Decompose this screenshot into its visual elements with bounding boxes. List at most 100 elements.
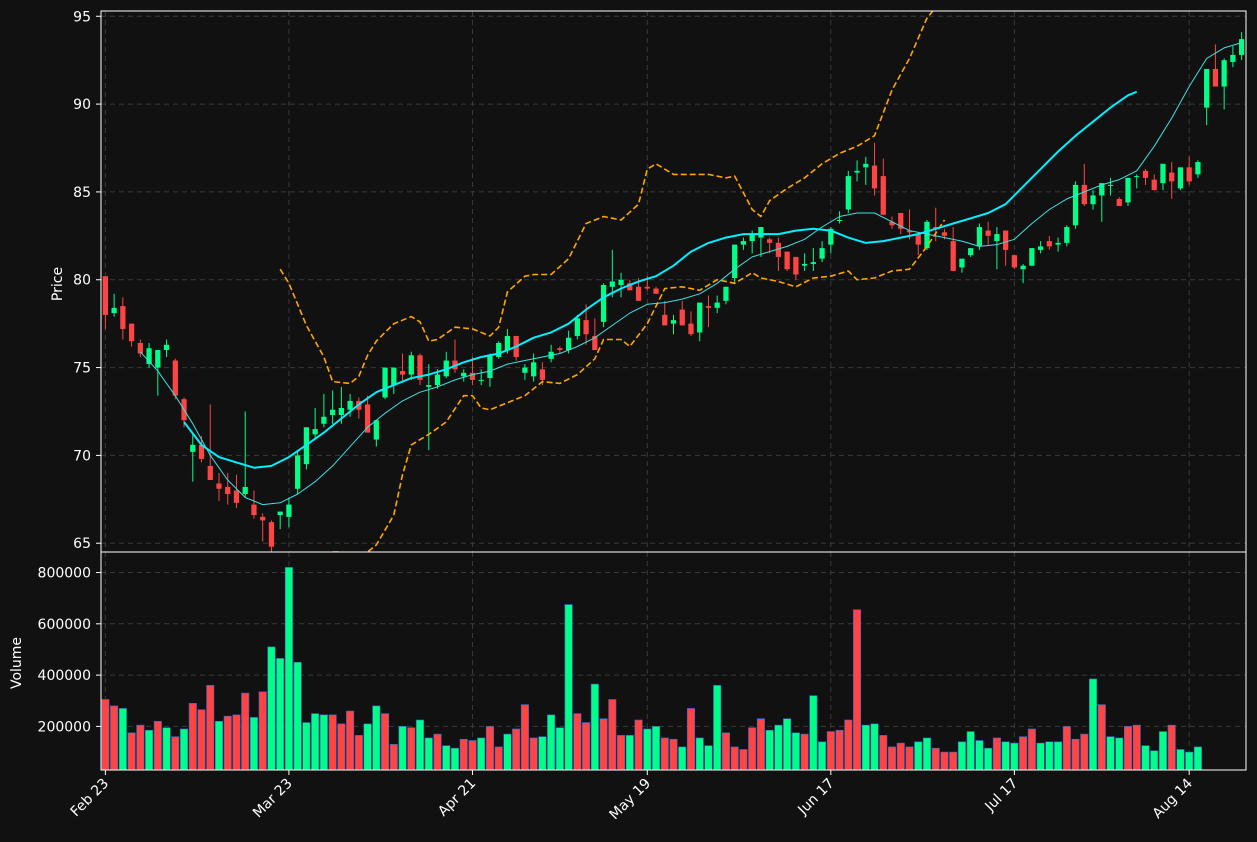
- volume-bar: [1097, 704, 1106, 771]
- candle-body: [330, 409, 336, 415]
- volume-bar: [992, 737, 1001, 771]
- candle-body: [531, 362, 537, 377]
- volume-bar: [678, 746, 687, 771]
- volume-bar: [984, 747, 993, 771]
- candle-body: [618, 279, 624, 286]
- volume-bar: [372, 705, 381, 771]
- volume-bar: [844, 719, 853, 771]
- volume-bar: [494, 746, 503, 771]
- candle-body: [1142, 170, 1149, 178]
- candle-body: [968, 248, 974, 256]
- candle-body: [434, 374, 441, 386]
- candle-body: [163, 344, 170, 351]
- candle-body: [609, 281, 615, 287]
- volume-bar: [887, 746, 897, 771]
- volume-bar: [153, 720, 162, 771]
- candle-body: [1011, 255, 1017, 268]
- volume-bar: [686, 708, 695, 771]
- candle-body: [338, 407, 344, 415]
- volume-bar: [1167, 724, 1176, 771]
- volume-bar: [800, 733, 809, 771]
- candle-body: [565, 337, 572, 351]
- volume-bar: [276, 658, 285, 771]
- volume-bar: [582, 722, 591, 771]
- candle-body: [1212, 68, 1219, 87]
- price-plot-area: [102, 11, 1245, 552]
- volume-bar: [1193, 746, 1202, 771]
- candle-body: [600, 285, 607, 322]
- volume-bar: [617, 735, 626, 771]
- volume-bar: [905, 746, 914, 771]
- candle-body: [172, 360, 178, 396]
- candle-body: [260, 516, 266, 521]
- candle-body: [679, 309, 685, 326]
- sma-short-line: [139, 42, 1242, 506]
- volume-bar: [1045, 741, 1054, 771]
- candle-body: [426, 385, 432, 387]
- volume-bar: [547, 714, 556, 771]
- volume-bar: [101, 699, 110, 771]
- candle-body: [976, 227, 983, 247]
- price-panel: 65 70 75 80 85 90 95: [73, 9, 1247, 553]
- candle-body: [1186, 167, 1192, 182]
- volume-bar: [171, 736, 180, 771]
- candle-body: [828, 228, 834, 245]
- volume-bar: [564, 604, 573, 771]
- candle-body: [959, 258, 965, 268]
- volume-bar: [1141, 745, 1150, 771]
- volume-bar: [459, 738, 468, 771]
- candle-body: [1046, 241, 1052, 247]
- candle-body: [268, 522, 275, 547]
- volume-bar: [914, 741, 923, 771]
- volume-tick-label: 800000: [38, 566, 91, 582]
- candle-body: [1204, 68, 1210, 108]
- candle-body: [784, 251, 790, 270]
- candle-body: [1169, 172, 1175, 182]
- volume-bar: [809, 695, 818, 771]
- candle-body: [1230, 54, 1236, 62]
- volume-bar: [931, 747, 940, 771]
- candle-body: [233, 490, 240, 503]
- volume-bar: [599, 718, 608, 771]
- candle-body: [583, 320, 589, 335]
- volume-bar: [249, 717, 258, 771]
- candle-body: [758, 227, 764, 238]
- volume-bar: [118, 708, 127, 771]
- volume-bar: [1158, 731, 1167, 771]
- candle-body: [985, 230, 991, 236]
- volume-bar: [1027, 728, 1036, 771]
- volume-bar: [302, 722, 311, 771]
- candle-body: [461, 372, 467, 377]
- volume-bar: [197, 709, 206, 771]
- candle-body: [198, 444, 205, 459]
- volume-bar: [940, 751, 949, 771]
- candle-body: [801, 263, 808, 266]
- volume-bar: [818, 741, 827, 771]
- candle-body: [697, 302, 703, 333]
- volume-bar: [756, 718, 765, 771]
- candle-body: [1239, 39, 1245, 55]
- volume-bar: [1089, 678, 1098, 771]
- volume-tick-label: 200000: [38, 719, 91, 735]
- volume-bar: [241, 692, 250, 771]
- candle-body: [242, 487, 248, 495]
- candle-body: [102, 276, 108, 315]
- volume-bar: [127, 732, 136, 771]
- volume-bar: [713, 685, 722, 771]
- candle-body: [1125, 177, 1131, 203]
- candle-body: [871, 165, 878, 189]
- volume-bar: [529, 737, 538, 771]
- volume-bar: [214, 720, 224, 771]
- candle-body: [941, 232, 948, 236]
- volume-bar: [625, 735, 634, 771]
- candle-body: [845, 176, 851, 210]
- volume-bar: [783, 718, 792, 771]
- bollinger-upper-line: [279, 11, 934, 385]
- candle-body: [478, 379, 484, 381]
- candle-body: [662, 314, 668, 326]
- volume-bar: [468, 740, 477, 771]
- volume-frame: [100, 551, 1247, 771]
- volume-bar: [319, 714, 328, 771]
- candle-body: [295, 455, 301, 489]
